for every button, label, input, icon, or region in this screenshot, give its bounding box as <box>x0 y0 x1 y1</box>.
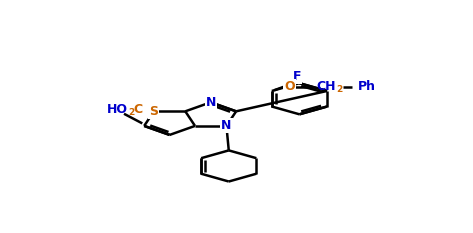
Text: C: C <box>134 103 143 116</box>
Text: S: S <box>149 105 158 118</box>
Text: 2: 2 <box>128 108 134 117</box>
Text: O: O <box>284 80 295 93</box>
Text: Ph: Ph <box>358 80 376 93</box>
Text: HO: HO <box>107 103 128 116</box>
Text: 2: 2 <box>336 85 343 94</box>
Text: F: F <box>293 70 302 83</box>
Text: N: N <box>221 119 232 132</box>
Text: N: N <box>206 96 216 109</box>
Text: CH: CH <box>317 80 336 93</box>
